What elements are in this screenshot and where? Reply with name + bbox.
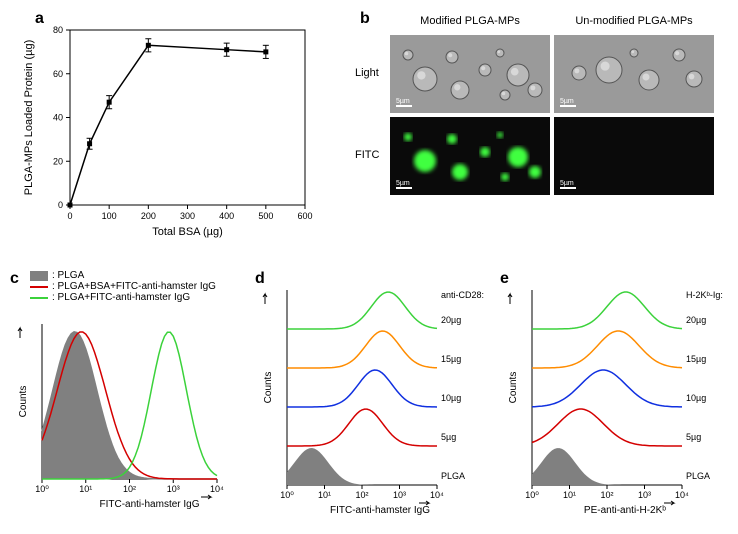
svg-text:10⁴: 10⁴ [430, 490, 444, 500]
svg-text:5µg: 5µg [441, 432, 456, 442]
micrograph: 5µm [554, 117, 714, 195]
svg-text:5µm: 5µm [396, 98, 410, 105]
panel-b-col-header: Modified PLGA-MPs [390, 15, 550, 27]
svg-text:300: 300 [180, 211, 195, 221]
panel-c: c : PLGA: PLGA+BSA+FITC-anti-hamster IgG… [10, 270, 240, 525]
svg-text:Counts: Counts [508, 372, 519, 404]
svg-text:10²: 10² [355, 490, 368, 500]
micrograph: 5µm [390, 117, 550, 195]
panel-b-col-header: Un-modified PLGA-MPs [554, 15, 714, 27]
svg-text:400: 400 [219, 211, 234, 221]
svg-text:10⁰: 10⁰ [525, 490, 539, 500]
svg-text:anti-CD28:: anti-CD28: [441, 290, 484, 300]
svg-text:10⁰: 10⁰ [35, 484, 49, 494]
panel-a: a 0100200300400500600020406080Total BSA … [10, 10, 330, 240]
svg-text:0: 0 [67, 211, 72, 221]
svg-text:10⁰: 10⁰ [280, 490, 294, 500]
svg-text:5µm: 5µm [396, 180, 410, 187]
svg-text:PLGA: PLGA [686, 471, 710, 481]
svg-text:10²: 10² [123, 484, 136, 494]
svg-text:5µm: 5µm [560, 180, 574, 187]
svg-text:PLGA: PLGA [441, 471, 465, 481]
panel-d: d 10⁰10¹10²10³10⁴PLGA5µg10µg15µg20µganti… [255, 270, 490, 525]
svg-text:10⁴: 10⁴ [210, 484, 224, 494]
svg-text:40: 40 [53, 113, 63, 123]
panel-b-row-header: Light [355, 67, 379, 79]
svg-text:15µg: 15µg [441, 354, 461, 364]
svg-text:10¹: 10¹ [318, 490, 331, 500]
svg-text:500: 500 [258, 211, 273, 221]
legend-item: : PLGA+FITC-anti-hamster IgG [30, 292, 216, 303]
svg-text:20µg: 20µg [686, 315, 706, 325]
micrograph: 5µm [390, 35, 550, 113]
svg-text:10²: 10² [600, 490, 613, 500]
svg-text:5µg: 5µg [686, 432, 701, 442]
svg-text:0: 0 [58, 200, 63, 210]
svg-text:PLGA-MPs Loaded Protein (µg): PLGA-MPs Loaded Protein (µg) [23, 40, 35, 196]
svg-text:10³: 10³ [167, 484, 180, 494]
panel-c-label: c [10, 270, 19, 288]
panel-e-chart: 10⁰ 10¹ 10² 10³ 10⁴ PLGA 5µg 10µg 15µg 20µg H-2Kᵇ-… [500, 270, 735, 525]
svg-text:Total BSA (µg): Total BSA (µg) [152, 226, 223, 238]
panel-d-chart: 10⁰ 10¹ 10² 10³ 10⁴ PLGA 5µg 10µg 15µg 20µg anti-C… [255, 270, 490, 525]
svg-text:10¹: 10¹ [79, 484, 92, 494]
svg-text:60: 60 [53, 69, 63, 79]
panel-b-label: b [360, 10, 370, 28]
svg-text:15µg: 15µg [686, 354, 706, 364]
svg-text:10¹: 10¹ [563, 490, 576, 500]
svg-text:10µg: 10µg [686, 393, 706, 403]
legend-item: : PLGA [30, 270, 216, 281]
micrograph: 5µm [554, 35, 714, 113]
svg-text:Counts: Counts [18, 386, 29, 418]
legend-item: : PLGA+BSA+FITC-anti-hamster IgG [30, 281, 216, 292]
svg-text:H-2Kᵇ-Ig:: H-2Kᵇ-Ig: [686, 290, 723, 300]
svg-text:20µg: 20µg [441, 315, 461, 325]
svg-text:10³: 10³ [393, 490, 406, 500]
svg-text:10µg: 10µg [441, 393, 461, 403]
svg-text:20: 20 [53, 156, 63, 166]
svg-text:5µm: 5µm [560, 98, 574, 105]
svg-text:80: 80 [53, 25, 63, 35]
svg-text:PE-anti-anti-H-2Kᵇ: PE-anti-anti-H-2Kᵇ [584, 505, 666, 516]
panel-a-chart: 0 100 200 300 400 500 600 0 20 40 60 80 Total BSA (µ… [10, 10, 330, 240]
panel-e: e 10⁰10¹10²10³10⁴PLGA5µg10µg15µg20µgH-2K… [500, 270, 735, 525]
svg-text:FITC-anti-hamster IgG: FITC-anti-hamster IgG [99, 499, 199, 510]
svg-text:FITC-anti-hamster IgG: FITC-anti-hamster IgG [330, 505, 430, 516]
svg-text:10⁴: 10⁴ [675, 490, 689, 500]
panel-c-chart: 10⁰ 10¹ 10² 10³ 10⁴ FITC-anti-hamster IgG Coun… [10, 316, 240, 526]
svg-text:600: 600 [297, 211, 312, 221]
panel-b-row-header: FITC [355, 149, 379, 161]
svg-text:200: 200 [141, 211, 156, 221]
svg-text:Counts: Counts [263, 372, 274, 404]
svg-text:100: 100 [102, 211, 117, 221]
svg-text:10³: 10³ [638, 490, 651, 500]
panel-b: b Modified PLGA-MPsUn-modified PLGA-MPsL… [360, 10, 730, 240]
